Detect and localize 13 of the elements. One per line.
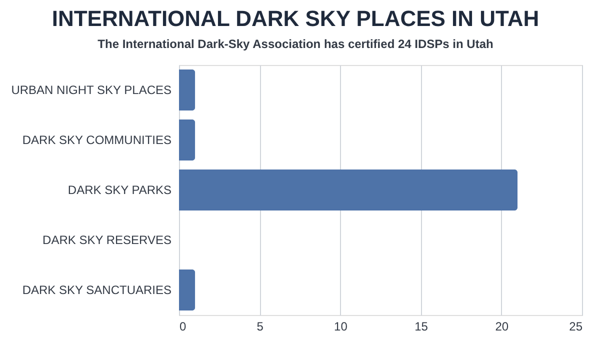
y-tick-label: URBAN NIGHT SKY PLACES (11, 83, 172, 97)
x-tick-label: 0 (180, 320, 186, 334)
chart-title: INTERNATIONAL DARK SKY PLACES IN UTAH (52, 6, 540, 31)
y-tick-label: DARK SKY SANCTUARIES (22, 283, 172, 297)
x-tick-label: 15 (414, 320, 428, 334)
x-tick-label: 5 (256, 320, 264, 334)
x-tick-label: 20 (495, 320, 509, 334)
chart-subtitle: The International Dark-Sky Association has certified 24 IDSPs in Utah (98, 37, 494, 51)
y-tick-label: DARK SKY COMMUNITIES (22, 133, 172, 147)
x-tick-label: 25 (569, 320, 583, 334)
y-tick-label: DARK SKY RESERVES (42, 233, 172, 247)
x-tick-label: 10 (334, 320, 348, 334)
y-tick-label: DARK SKY PARKS (68, 183, 172, 197)
